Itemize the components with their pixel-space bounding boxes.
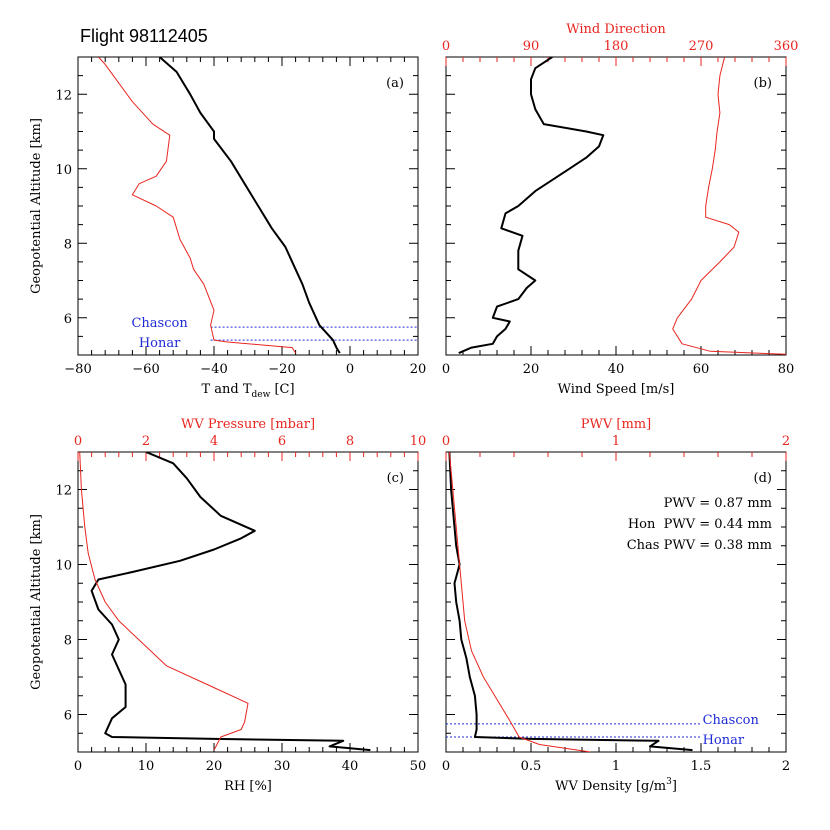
y-axis-label: Geopotential Altitude [km] (29, 514, 44, 690)
y-tick-label: 10 (55, 163, 72, 178)
y-tick-label: 12 (55, 484, 72, 499)
series-line-red (448, 452, 591, 752)
top-tick-label: 0 (442, 39, 450, 54)
y-axis-label: Geopotential Altitude [km] (29, 118, 44, 294)
reference-line-label: Honar (703, 733, 745, 748)
y-tick-label: 8 (64, 634, 72, 649)
top-axis-label: Wind Direction (566, 22, 666, 37)
top-tick-label: 4 (210, 434, 218, 449)
x-tick-label: −60 (132, 362, 159, 377)
panel-label: (d) (754, 471, 772, 486)
plot-frame (77, 56, 419, 356)
top-tick-label: 2 (142, 434, 150, 449)
x-tick-label: 30 (274, 759, 291, 774)
x-tick-label: 1 (612, 759, 620, 774)
series-line-red (79, 452, 249, 751)
pwv-annotation: Hon PWV = 0.44 mm (628, 517, 772, 532)
top-tick-label: 90 (523, 39, 540, 54)
plot-frame (77, 451, 419, 753)
x-tick-label: 10 (138, 759, 155, 774)
series-line-black (158, 57, 341, 354)
x-tick-label: 20 (206, 759, 223, 774)
top-tick-label: 8 (346, 434, 354, 449)
plot-frame (445, 56, 787, 356)
x-tick-label: −20 (268, 362, 295, 377)
top-axis-label: WV Pressure [mbar] (181, 417, 315, 432)
figure-title: Flight 98112405 (80, 26, 208, 46)
x-tick-label: 20 (523, 362, 540, 377)
y-tick-label: 6 (64, 709, 72, 724)
x-axis-label: Wind Speed [m/s] (558, 382, 675, 397)
y-tick-label: 12 (55, 88, 72, 103)
top-tick-label: 10 (410, 434, 427, 449)
panel-a: −80 −60 −40 −20 0 20 6 8 10 12 Geopotential Altitu… (29, 56, 427, 400)
x-tick-label: 0 (74, 759, 82, 774)
top-tick-label: 360 (774, 39, 799, 54)
reference-line-label: Honar (139, 336, 181, 351)
top-axis-label: PWV [mm] (581, 417, 651, 432)
pwv-annotation: PWV = 0.87 mm (664, 496, 772, 511)
series-line-red (672, 57, 786, 355)
x-tick-label: −40 (200, 362, 227, 377)
pwv-annotation: Chas PWV = 0.38 mm (627, 538, 772, 553)
panel-label: (c) (387, 471, 404, 486)
reference-line-label: Chascon (703, 713, 760, 728)
x-tick-label: 0 (346, 362, 354, 377)
panel-b: 0 20 40 60 80 0 90 180 270 360 Wind Direction Wind … (442, 22, 799, 397)
top-tick-label: 1 (612, 434, 620, 449)
x-tick-label: 80 (778, 362, 795, 377)
top-tick-label: 180 (604, 39, 629, 54)
top-tick-label: 0 (442, 434, 450, 449)
x-tick-label: 2 (782, 759, 790, 774)
panel-c: 0 10 20 30 40 50 0 2 4 6 8 10 WV Pressure [mbar] 6 8 10… (29, 417, 426, 794)
y-tick-label: 6 (64, 312, 72, 327)
series-line-black (448, 452, 693, 752)
x-tick-label: 40 (608, 362, 625, 377)
x-axis-label: T and Tdew [C] (201, 382, 294, 400)
y-tick-label: 10 (55, 559, 72, 574)
panel-label: (b) (754, 76, 772, 91)
x-axis-label: WV Density [g/m3] (555, 777, 677, 794)
series-line-black (90, 452, 371, 752)
top-tick-label: 0 (74, 434, 82, 449)
x-tick-label: 0 (442, 362, 450, 377)
top-tick-label: 270 (689, 39, 714, 54)
x-tick-label: 50 (410, 759, 427, 774)
series-line-red (98, 57, 297, 354)
top-tick-label: 2 (782, 434, 790, 449)
x-tick-label: 0.5 (521, 759, 542, 774)
x-tick-label: −80 (64, 362, 91, 377)
x-tick-label: 1.5 (691, 759, 712, 774)
top-tick-label: 6 (278, 434, 286, 449)
reference-line-label: Chascon (131, 316, 188, 331)
x-axis-label: RH [%] (224, 779, 272, 794)
x-tick-label: 40 (342, 759, 359, 774)
series-line-black (458, 57, 605, 355)
y-tick-label: 8 (64, 237, 72, 252)
panel-label: (a) (386, 76, 404, 91)
x-tick-label: 0 (442, 759, 450, 774)
x-tick-label: 60 (693, 362, 710, 377)
panel-d: 0 0.5 1 1.5 2 0 1 2 PWV [mm] WV Density [g/m3] (d)… (442, 417, 790, 794)
x-tick-label: 20 (410, 362, 427, 377)
